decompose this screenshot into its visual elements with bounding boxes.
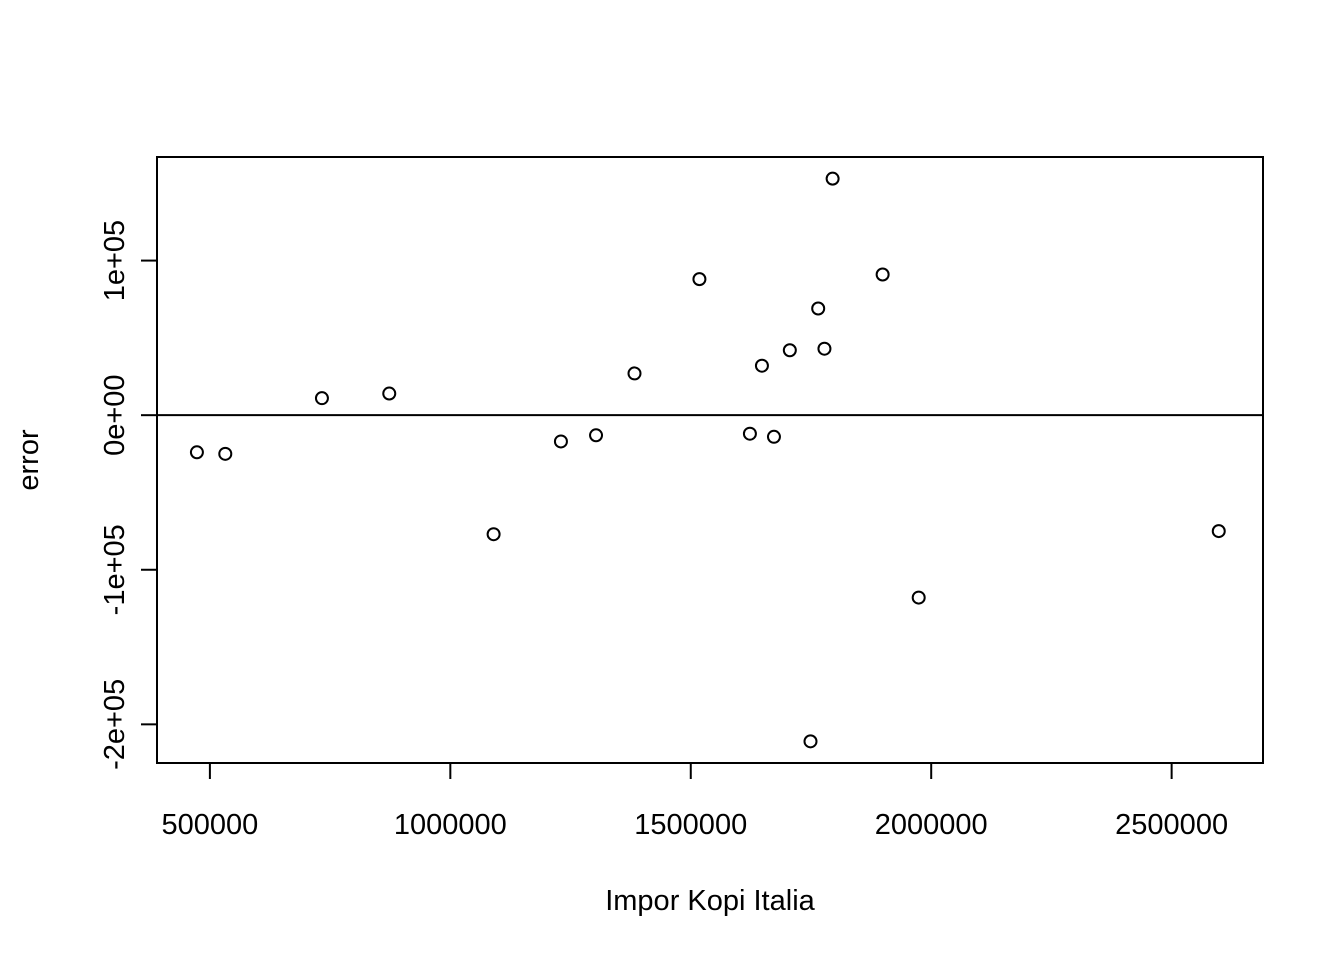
- data-point: [314, 391, 329, 406]
- data-point: [486, 527, 501, 542]
- y-axis-label: error: [13, 429, 45, 491]
- data-point: [803, 734, 818, 749]
- data-point: [589, 428, 604, 443]
- x-axis-label: Impor Kopi Italia: [605, 885, 815, 917]
- plot-frame: [156, 156, 1264, 764]
- x-tick-label: 1500000: [634, 809, 747, 841]
- x-tick-label: 2000000: [875, 809, 988, 841]
- data-point: [627, 366, 642, 381]
- data-point: [189, 445, 204, 460]
- data-point: [1211, 524, 1226, 539]
- data-point: [782, 343, 797, 358]
- data-point: [754, 358, 769, 373]
- data-points: [189, 171, 1226, 749]
- y-tick-label: -2e+05: [99, 679, 131, 770]
- data-point: [825, 171, 840, 186]
- data-point: [742, 426, 757, 441]
- x-tick-label: 2500000: [1115, 809, 1228, 841]
- plot-area: [156, 156, 1264, 764]
- x-axis: 500000 1000000 1500000 2000000 2500000: [162, 762, 1228, 841]
- data-point: [692, 272, 707, 287]
- data-point: [382, 386, 397, 401]
- y-axis: -2e+05 -1e+05 0e+00 1e+05: [99, 220, 158, 770]
- x-tick-label: 1000000: [394, 809, 507, 841]
- data-point: [875, 267, 890, 282]
- data-point: [553, 434, 568, 449]
- data-point: [817, 341, 832, 356]
- data-point: [218, 446, 233, 461]
- data-point: [766, 429, 781, 444]
- data-point: [911, 590, 926, 605]
- data-point: [811, 301, 826, 316]
- y-tick-label: -1e+05: [99, 524, 131, 615]
- y-tick-label: 0e+00: [99, 374, 131, 455]
- y-tick-label: 1e+05: [99, 220, 131, 301]
- x-tick-label: 500000: [162, 809, 259, 841]
